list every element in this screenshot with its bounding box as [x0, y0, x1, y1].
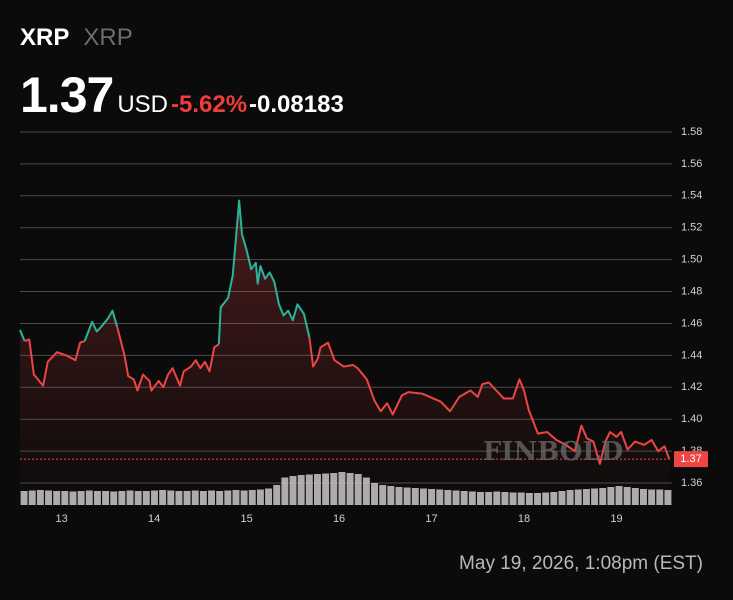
price-line	[24, 338, 86, 387]
price: 1.37	[20, 67, 114, 123]
change-percent: -5.62%	[171, 91, 248, 118]
price-line	[83, 309, 119, 342]
last-price-label: 1.37	[680, 453, 701, 465]
x-tick-label: 17	[425, 513, 437, 525]
x-tick-label: 19	[610, 513, 622, 525]
y-tick-label: 1.46	[681, 317, 702, 329]
watermark: FINBOLD	[483, 437, 623, 467]
y-tick-label: 1.36	[681, 477, 702, 489]
x-tick-label: 15	[240, 513, 252, 525]
price-line	[308, 337, 671, 465]
y-tick-label: 1.54	[681, 190, 702, 202]
y-tick-label: 1.50	[681, 254, 702, 266]
y-tick-label: 1.52	[681, 222, 702, 234]
price-row: 1.37 USD -5.62% -0.08183	[20, 66, 344, 124]
y-tick-label: 1.48	[681, 285, 702, 297]
price-line	[19, 329, 26, 342]
y-tick-label: 1.42	[681, 381, 702, 393]
price-area	[20, 200, 670, 507]
x-tick-label: 18	[518, 513, 530, 525]
y-tick-label: 1.44	[681, 349, 702, 361]
y-tick-label: 1.40	[681, 413, 702, 425]
x-tick-label: 13	[55, 513, 67, 525]
y-tick-label: 1.56	[681, 158, 702, 170]
currency: USD	[117, 91, 168, 118]
change: -0.08183	[249, 91, 344, 118]
last-price-box	[674, 451, 708, 468]
timestamp: May 19, 2026, 1:08pm (EST)	[459, 553, 703, 574]
x-tick-label: 16	[333, 513, 345, 525]
y-tick-label: 1.58	[681, 126, 702, 138]
x-tick-label: 14	[148, 513, 160, 525]
price-line	[217, 199, 311, 345]
asset-name: XRP	[83, 24, 133, 51]
price-line	[116, 326, 220, 392]
symbol-row: XRP XRP	[20, 24, 133, 52]
symbol: XRP	[20, 24, 70, 51]
